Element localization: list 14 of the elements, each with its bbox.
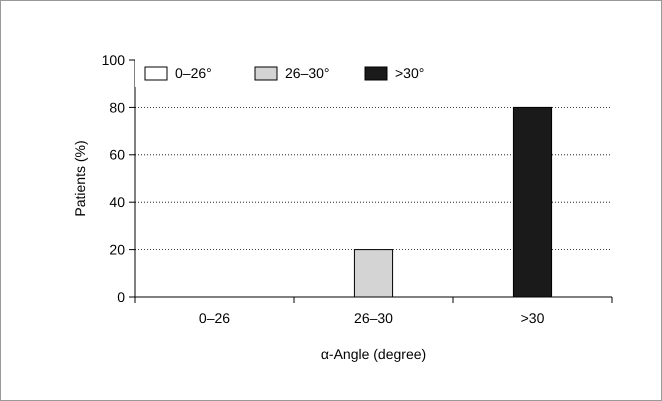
y-tick-label: 100 [102,52,126,68]
y-tick-label: 60 [109,146,126,163]
x-tick-label: 0–26 [198,310,230,326]
legend-label: 0–26° [175,65,212,81]
y-tick-label: 20 [109,242,126,258]
y-tick-label: 40 [109,194,126,210]
y-tick-label: 80 [109,99,126,116]
y-axis-title: Patients (%) [72,140,88,217]
y-tick-label: 0 [117,288,126,305]
x-axis-title: α-Angle (degree) [320,346,426,362]
legend-label: >30° [395,65,424,81]
x-tick-label: >30 [520,310,545,326]
x-tick-label: 26–30 [354,310,394,326]
legend-label: 26–30° [285,65,330,81]
